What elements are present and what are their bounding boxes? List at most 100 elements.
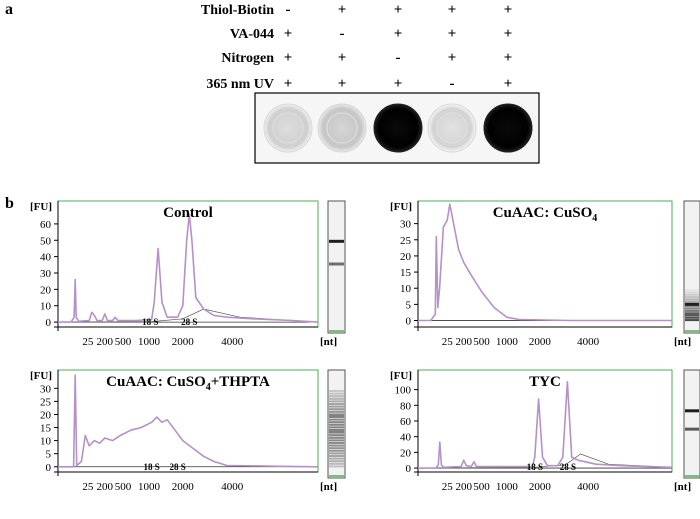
trace-line — [418, 203, 672, 322]
x-tick-label: 500 — [115, 336, 132, 348]
y-tick-label: 60 — [400, 416, 412, 428]
y-tick-label: 20 — [40, 284, 52, 296]
gel-smear — [329, 444, 344, 447]
x-tick-label: 2000 — [529, 336, 552, 348]
gel-smear — [329, 462, 344, 465]
chart-title: Control — [163, 205, 213, 221]
y-tick-label: 10 — [400, 283, 412, 295]
x-axis-label: [nt] — [320, 481, 337, 493]
blot-dot — [427, 103, 477, 153]
y-tick-label: 10 — [40, 301, 52, 313]
blot-dot-ring — [326, 112, 358, 144]
condition-mark: + — [448, 50, 457, 66]
peak-label: 18 S — [527, 462, 543, 472]
x-tick-label: 200 — [455, 481, 472, 493]
x-tick-label: 25 — [442, 336, 454, 348]
chart-title: TYC — [529, 374, 561, 390]
y-tick-label: 0 — [406, 463, 412, 475]
condition-mark: + — [338, 50, 347, 66]
blot-dot — [263, 103, 313, 153]
y-tick-label: 0 — [406, 316, 412, 328]
y-tick-label: 80 — [400, 400, 412, 412]
y-axis-label: [FU] — [30, 370, 52, 382]
peak-label: 28 S — [560, 462, 576, 472]
x-tick-label: 25 — [442, 481, 454, 493]
y-tick-label: 100 — [395, 385, 412, 397]
x-tick-label: 2000 — [172, 336, 195, 348]
gel-smear — [329, 465, 344, 468]
y-tick-label: 15 — [400, 267, 412, 279]
gel-band — [329, 429, 344, 433]
x-tick-label: 1000 — [138, 481, 161, 493]
x-tick-label: 25 — [82, 336, 94, 348]
trace-line — [418, 381, 673, 469]
electropherogram-4: 0 20 40 60 80 100 [FU] [nt] 25 200 500 1000 2000 4000… — [390, 369, 700, 493]
gel-smear — [685, 289, 699, 292]
chart-title: CuAAC: CuSO4+THPTA — [106, 374, 270, 393]
condition-mark: + — [504, 26, 513, 42]
gel-smear — [329, 410, 344, 413]
y-tick-label: 0 — [46, 462, 52, 474]
condition-mark: + — [504, 2, 513, 18]
x-tick-label: 200 — [97, 481, 114, 493]
x-tick-label: 500 — [115, 481, 132, 493]
gel-smear — [685, 298, 699, 301]
peak-label: 28 S — [181, 317, 197, 327]
electropherogram-1: 0 10 20 30 40 50 60 [FU] [nt] 25 200 500 1000 2000 400… — [30, 200, 346, 348]
integration-baseline — [417, 453, 673, 469]
blot-dot — [317, 103, 367, 153]
gel-band — [329, 414, 344, 418]
gel-smear — [329, 403, 344, 405]
x-tick-label: 500 — [473, 481, 490, 493]
x-axis-label: [nt] — [320, 336, 337, 348]
condition-mark: + — [448, 26, 457, 42]
gel-band — [329, 262, 344, 266]
y-tick-label: 5 — [406, 299, 412, 311]
gel-smear — [329, 442, 344, 444]
y-axis-label: [FU] — [390, 201, 412, 213]
gel-lane-frame — [683, 369, 700, 479]
y-tick-label: 60 — [40, 219, 52, 231]
gel-smear — [329, 408, 344, 411]
y-axis-label: [FU] — [390, 370, 412, 382]
gel-smear — [329, 405, 344, 408]
gel-smear — [329, 460, 344, 463]
condition-mark: + — [448, 2, 457, 18]
x-tick-label: 200 — [97, 336, 114, 348]
peak-label: 28 S — [169, 462, 185, 472]
gel-smear — [685, 293, 699, 296]
title-subscript: 4 — [206, 382, 211, 393]
title-subscript: 4 — [592, 213, 597, 224]
blot-dot-ring — [436, 112, 468, 144]
x-tick-label: 4000 — [221, 336, 244, 348]
condition-label: 365 nm UV — [206, 77, 274, 92]
condition-mark: + — [284, 50, 293, 66]
gel-smear — [685, 305, 699, 308]
gel-smear — [329, 436, 344, 439]
y-tick-label: 40 — [400, 432, 412, 444]
title-main: CuAAC: CuSO — [493, 205, 593, 221]
chart-title: CuAAC: CuSO4 — [493, 205, 598, 224]
title-main: Control — [163, 205, 213, 221]
gel-band — [685, 427, 699, 431]
condition-mark: + — [504, 76, 513, 92]
gel-smear — [329, 397, 344, 400]
condition-mark: + — [284, 76, 293, 92]
gel-band — [685, 409, 699, 413]
y-tick-label: 30 — [400, 219, 412, 231]
panel-a: Thiol-Biotin - + + + +VA-044 + - + + +Nitrogen + + - +… — [201, 2, 540, 164]
y-tick-label: 40 — [40, 252, 52, 264]
gel-smear — [329, 447, 344, 450]
gel-band — [685, 312, 699, 316]
title-main: TYC — [529, 374, 561, 390]
gel-smear — [329, 418, 344, 421]
peak-label: 18 S — [142, 317, 158, 327]
condition-mark: - — [396, 50, 401, 66]
gel-band — [329, 239, 344, 243]
gel-smear — [685, 300, 699, 303]
gel-smear — [685, 309, 699, 312]
gel-smear — [329, 439, 344, 442]
condition-mark: + — [338, 2, 347, 18]
